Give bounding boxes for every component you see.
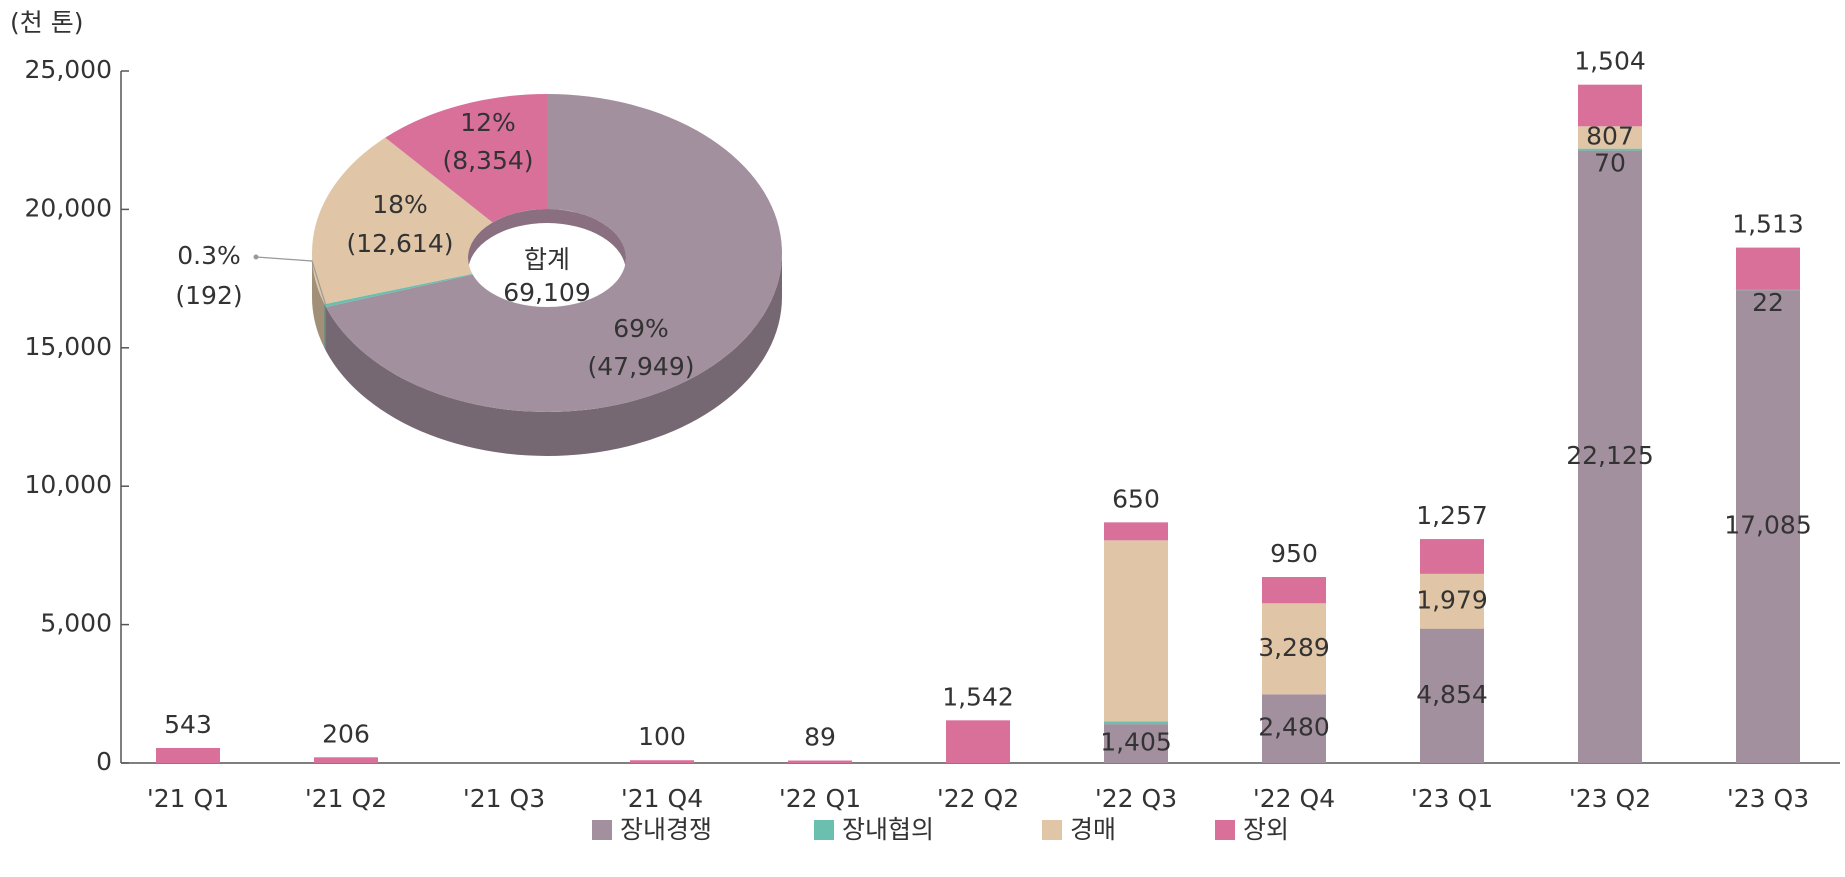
legend-label: 장외	[1243, 815, 1289, 844]
bar-segment	[1104, 522, 1168, 541]
pie-percent-label: 0.3%	[177, 241, 241, 270]
bar-segment	[788, 760, 852, 763]
legend-swatch	[814, 820, 834, 840]
bar-segment	[1104, 721, 1168, 725]
y-tick-label: 5,000	[40, 609, 112, 638]
data-label: 1,513	[1732, 210, 1804, 239]
x-tick-label: '22 Q4	[1253, 784, 1335, 813]
bar-segment	[1578, 126, 1642, 149]
bar-segment	[1736, 247, 1800, 290]
pie-side	[325, 253, 782, 456]
data-label: 100	[638, 722, 686, 751]
data-label: 2,480	[1258, 713, 1330, 742]
x-tick-label: '23 Q1	[1411, 784, 1493, 813]
x-tick-label: '23 Q3	[1727, 784, 1809, 813]
y-tick-label: 25,000	[25, 55, 112, 84]
data-label: 650	[1112, 484, 1160, 513]
x-tick-label: '21 Q3	[463, 784, 545, 813]
data-label: 22,125	[1566, 441, 1653, 470]
data-label: 3,289	[1258, 633, 1330, 662]
data-label: 807	[1586, 121, 1634, 150]
x-tick-label: '23 Q2	[1569, 784, 1651, 813]
x-tick-label: '22 Q1	[779, 784, 861, 813]
x-tick-label: '21 Q4	[621, 784, 703, 813]
data-label: 1,257	[1416, 501, 1488, 530]
pie-group	[312, 94, 782, 456]
leader-dot	[253, 254, 259, 260]
bar-segment	[1420, 628, 1484, 763]
pie-slice	[385, 94, 547, 223]
data-label: 1,504	[1574, 47, 1646, 76]
pie-slice	[312, 137, 493, 305]
pie-amount-label: (192)	[175, 281, 242, 310]
bar-segment	[1420, 539, 1484, 574]
bar-segment	[1104, 724, 1168, 763]
x-tick-label: '21 Q2	[305, 784, 387, 813]
data-label: 70	[1594, 149, 1626, 178]
data-label: 543	[164, 710, 212, 739]
bar-segment	[1736, 290, 1800, 763]
data-label: 950	[1270, 539, 1318, 568]
y-tick-label: 0	[96, 747, 112, 776]
data-label: 89	[804, 723, 836, 752]
pie-amount-label: (8,354)	[442, 146, 533, 175]
legend-label: 장내경쟁	[620, 815, 712, 844]
data-label: 22	[1752, 288, 1784, 317]
bar-segment	[946, 720, 1010, 763]
pie-amount-label: (47,949)	[588, 352, 695, 381]
y-tick-label: 10,000	[25, 470, 112, 499]
legend-label: 경매	[1070, 815, 1116, 844]
x-tick-label: '22 Q3	[1095, 784, 1177, 813]
bar-segment	[1578, 148, 1642, 151]
unit-label: (천 톤)	[10, 8, 83, 37]
bar-segment	[156, 747, 220, 763]
pie-side	[324, 304, 326, 351]
pie-hole	[468, 223, 626, 307]
data-label: 1,979	[1416, 585, 1488, 614]
bar-segment	[630, 760, 694, 763]
bar-segment	[1578, 150, 1642, 763]
data-label: 1,542	[942, 682, 1014, 711]
pie-total-title: 합계	[524, 245, 570, 274]
pie-percent-label: 18%	[372, 190, 428, 219]
bar-segment	[1578, 84, 1642, 127]
y-tick-label: 15,000	[25, 332, 112, 361]
data-label: 206	[322, 719, 370, 748]
legend-label: 장내협의	[842, 815, 934, 844]
bar-segment	[1736, 289, 1800, 291]
data-label: 4,854	[1416, 680, 1488, 709]
y-tick-label: 20,000	[25, 193, 112, 222]
x-tick-label: '22 Q2	[937, 784, 1019, 813]
bar-segment	[1262, 577, 1326, 604]
pie-percent-label: 12%	[460, 108, 516, 137]
pie-amount-label: (12,614)	[347, 229, 454, 258]
bar-segment	[1262, 603, 1326, 695]
pie-percent-label: 69%	[613, 314, 669, 343]
legend-swatch	[592, 820, 612, 840]
x-tick-label: '21 Q1	[147, 784, 229, 813]
pie-slice	[324, 273, 473, 307]
bar-segment	[1420, 573, 1484, 629]
legend-swatch	[1042, 820, 1062, 840]
pie-total-value: 69,109	[503, 278, 590, 307]
legend-swatch	[1215, 820, 1235, 840]
bar-segment	[1104, 540, 1168, 722]
pie-slice	[325, 94, 782, 412]
leader-line	[255, 256, 327, 307]
bar-segment	[1262, 694, 1326, 763]
bar-segment	[314, 757, 378, 763]
pie-side	[312, 253, 325, 349]
data-label: 1,405	[1100, 728, 1172, 757]
data-label: 17,085	[1724, 511, 1811, 540]
